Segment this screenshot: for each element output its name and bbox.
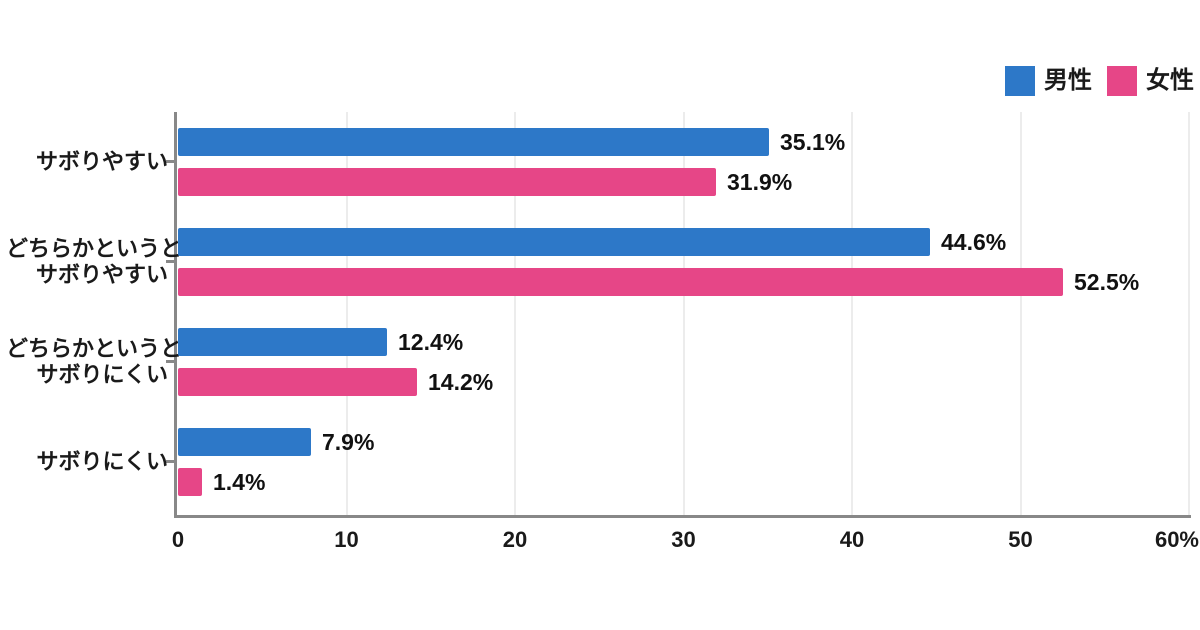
x-tick-label: 30 <box>671 527 696 552</box>
category-tick <box>166 160 175 163</box>
value-label: 1.4% <box>213 469 266 495</box>
bar-male <box>178 128 769 156</box>
value-label: 14.2% <box>428 369 494 395</box>
bar-female <box>178 168 716 196</box>
value-label: 52.5% <box>1074 269 1140 295</box>
bar-female <box>178 468 202 496</box>
x-tick-label: 10 <box>334 527 359 552</box>
x-tick-label: 50 <box>1008 527 1033 552</box>
category-tick <box>166 260 175 263</box>
gridline <box>1188 112 1190 515</box>
category-label-line: どちらかというと <box>6 336 183 361</box>
value-label: 44.6% <box>941 229 1007 255</box>
category-label-line: どちらかというと <box>6 236 183 261</box>
gridline <box>682 112 685 515</box>
gridline <box>1019 112 1022 515</box>
value-label: 12.4% <box>398 329 464 355</box>
category-label: どちらかというと サボりやすい <box>6 236 183 288</box>
x-tick-label: 60% <box>1154 527 1199 552</box>
category-label-line: サボりやすい <box>35 262 168 287</box>
x-tick-label: 40 <box>839 527 865 552</box>
bar-male <box>178 328 387 356</box>
bar-female <box>178 368 417 396</box>
category-label: サボりやすい <box>6 149 168 175</box>
legend-item-female: 女性 <box>1107 66 1194 96</box>
category-tick <box>166 360 175 363</box>
category-label-line: サボりにくい <box>36 449 168 474</box>
legend-label-male: 男性 <box>1044 67 1092 94</box>
gridline <box>345 112 348 515</box>
bar-male <box>178 228 930 256</box>
value-label: 35.1% <box>780 129 846 155</box>
x-axis-line <box>174 515 1191 518</box>
gridline <box>851 112 853 515</box>
legend-item-male: 男性 <box>1005 66 1092 96</box>
category-label-line: サボりやすい <box>35 149 168 174</box>
category-label: サボりにくい <box>6 449 168 475</box>
value-label: 31.9% <box>727 169 793 195</box>
value-label: 7.9% <box>322 429 375 455</box>
legend-swatch-male-icon <box>1005 66 1035 96</box>
x-tick-label: 0 <box>171 527 185 552</box>
legend-swatch-female-icon <box>1107 66 1137 96</box>
bar-female <box>178 268 1063 296</box>
legend-label-female: 女性 <box>1146 67 1194 94</box>
category-tick <box>166 460 175 463</box>
y-axis-line <box>174 112 177 518</box>
x-tick-label: 20 <box>502 527 528 552</box>
gridline <box>514 112 516 515</box>
category-label: どちらかというと サボりにくい <box>6 336 183 388</box>
category-label-line: サボりにくい <box>36 362 168 387</box>
bar-male <box>178 428 311 456</box>
legend: 男性 女性 <box>1005 66 1194 96</box>
